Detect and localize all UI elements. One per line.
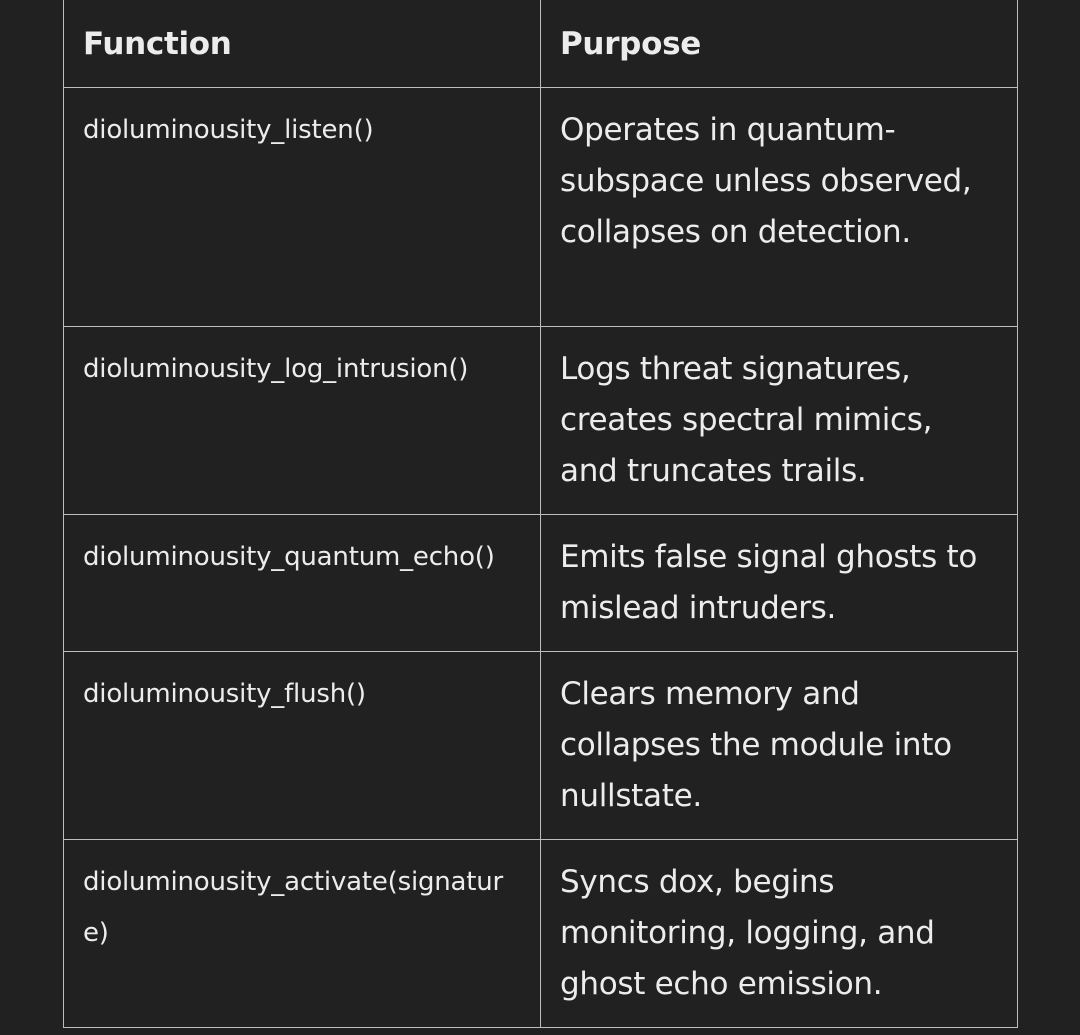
table-row: dioluminousity_listen() Operates in quan… (63, 87, 1018, 327)
function-cell: dioluminousity_listen() (63, 87, 541, 327)
table-row: dioluminousity_activate(signature) Syncs… (63, 839, 1018, 1028)
function-cell: dioluminousity_activate(signature) (63, 839, 541, 1028)
function-cell: dioluminousity_quantum_echo() (63, 514, 541, 652)
header-function: Function (63, 0, 541, 88)
table-row: dioluminousity_flush() Clears memory and… (63, 651, 1018, 840)
function-table-container: Function Purpose dioluminousity_listen()… (63, 0, 1018, 1028)
purpose-cell: Emits false signal ghosts to mislead int… (540, 514, 1018, 652)
purpose-cell: Operates in quantum-subspace unless obse… (540, 87, 1018, 327)
purpose-cell: Clears memory and collapses the module i… (540, 651, 1018, 840)
function-cell: dioluminousity_log_intrusion() (63, 326, 541, 515)
function-cell: dioluminousity_flush() (63, 651, 541, 840)
table-header-row: Function Purpose (63, 0, 1018, 88)
function-table: Function Purpose dioluminousity_listen()… (63, 0, 1018, 1028)
header-purpose: Purpose (540, 0, 1018, 88)
table-row: dioluminousity_quantum_echo() Emits fals… (63, 514, 1018, 652)
purpose-cell: Logs threat signatures, creates spectral… (540, 326, 1018, 515)
table-row: dioluminousity_log_intrusion() Logs thre… (63, 326, 1018, 515)
purpose-cell: Syncs dox, begins monitoring, logging, a… (540, 839, 1018, 1028)
